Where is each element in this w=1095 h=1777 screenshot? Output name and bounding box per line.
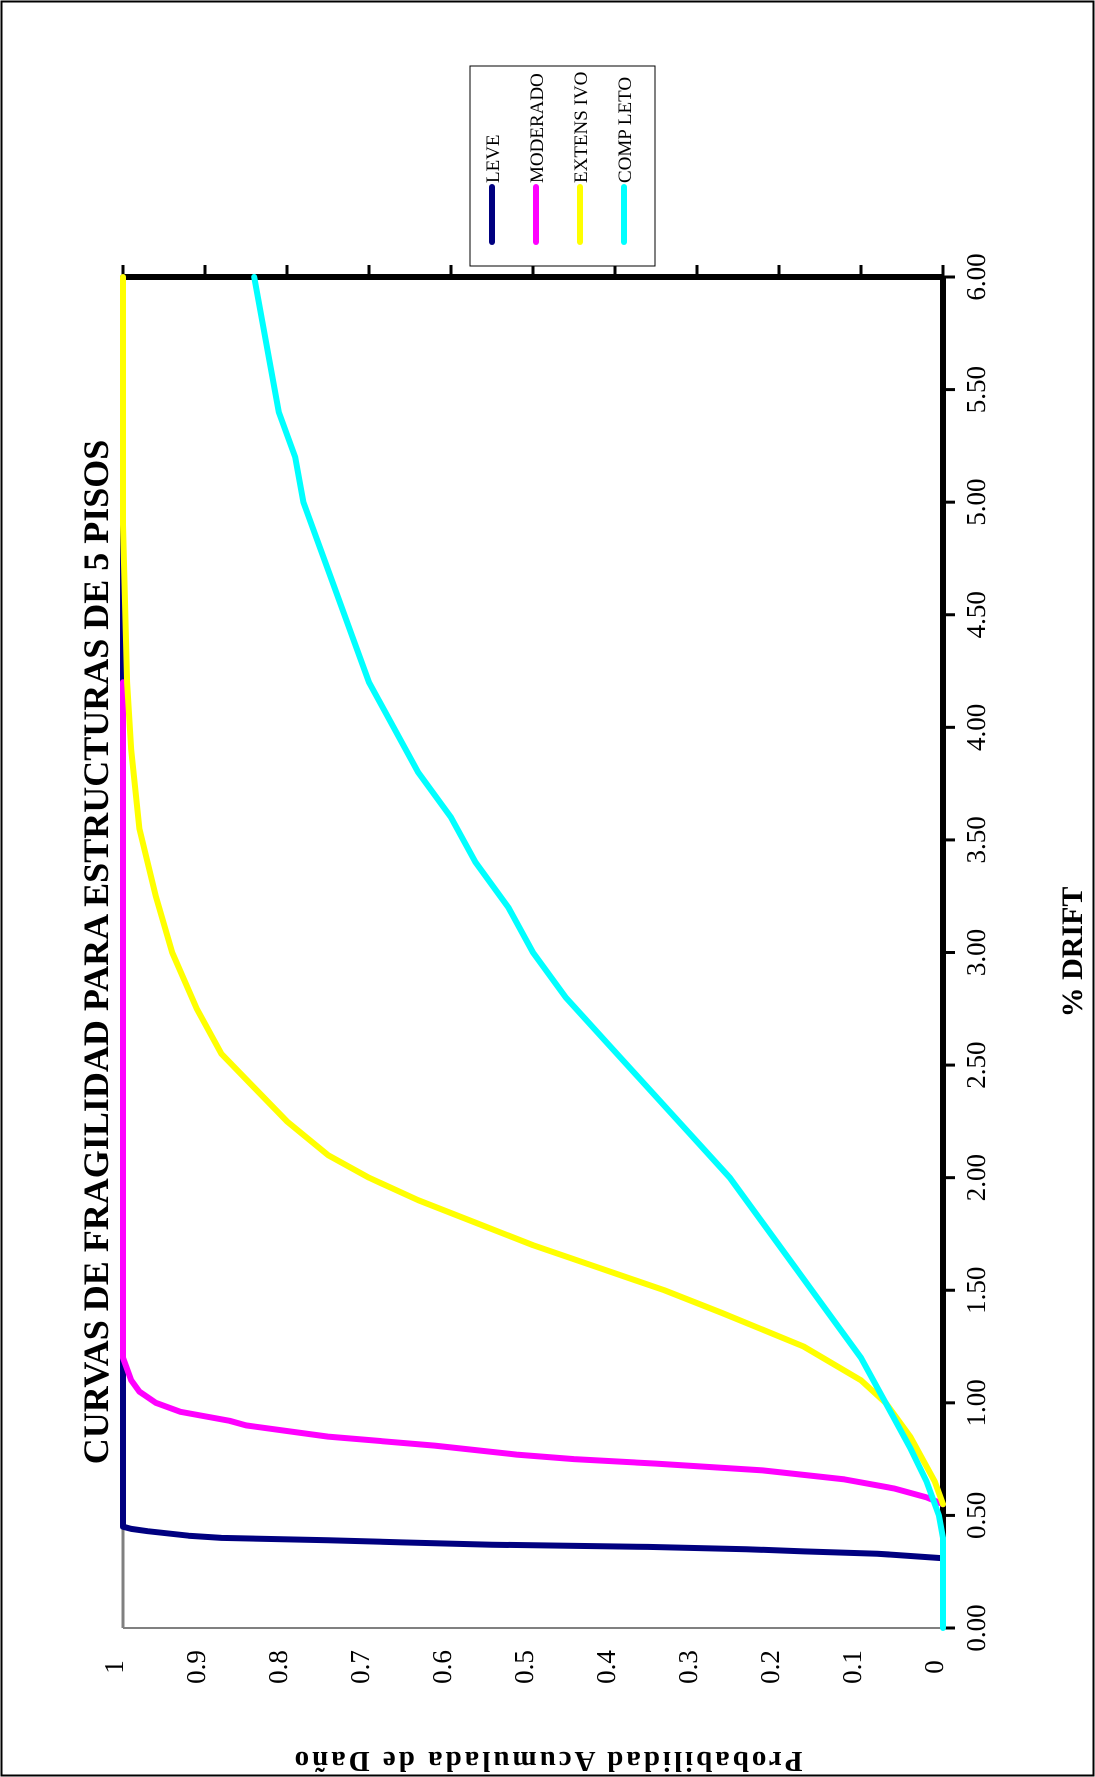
y-tick-label: 1 <box>99 1660 129 1674</box>
x-tick-label: 1.00 <box>961 1379 991 1426</box>
x-tick-label: 1.50 <box>961 1267 991 1314</box>
x-tick-label: 4.00 <box>961 704 991 751</box>
y-tick-label: 0.8 <box>263 1650 293 1684</box>
x-tick-label: 0.00 <box>961 1604 991 1651</box>
y-tick-label: 0.9 <box>181 1650 211 1684</box>
y-tick-label: 0.4 <box>591 1650 621 1684</box>
y-axis-title: Probabilidad Acumulada de Daño <box>292 1745 803 1777</box>
series-line-leve <box>120 274 946 1562</box>
y-tick-label: 0.3 <box>673 1650 703 1684</box>
legend-label: EXTENS IVO <box>571 72 592 183</box>
x-tick-label: 2.50 <box>961 1041 991 1088</box>
chart-title: CURVAS DE FRAGILIDAD PARA ESTRUCTURAS DE… <box>76 440 116 1465</box>
x-tick-label: 5.50 <box>961 366 991 413</box>
y-ticks <box>121 265 945 277</box>
x-tick-label: 5.00 <box>961 479 991 526</box>
legend-label: LEVE <box>483 134 504 183</box>
series-line-moderado <box>120 679 946 1508</box>
x-tick-label: 4.50 <box>961 591 991 638</box>
x-tick-label: 6.00 <box>961 253 991 300</box>
x-tick-label: 3.50 <box>961 816 991 863</box>
legend: LEVE MODERADO EXTENS IVO COMP LETO <box>483 72 636 245</box>
x-tick-label: 3.00 <box>961 929 991 976</box>
legend-label: COMP LETO <box>615 77 636 183</box>
legend-box <box>469 65 656 267</box>
y-tick-label: 0.7 <box>345 1650 375 1684</box>
x-axis-title: % DRIFT <box>1056 887 1089 1018</box>
series-line-extens-ivo <box>120 274 946 1508</box>
rotated-chart: 0.00 0.50 1.00 1.50 2.00 2.50 3.00 3.50 4.00 4.50… <box>76 65 1089 1652</box>
series-layer <box>120 274 946 1631</box>
x-ticks: 0.00 0.50 1.00 1.50 2.00 2.50 3.00 3.50 4.00 4.50… <box>943 253 991 1652</box>
series-line-comp-leto <box>251 274 946 1631</box>
y-tick-label: 0.6 <box>427 1650 457 1684</box>
y-tick-label: 0.2 <box>755 1650 785 1684</box>
y-tick-label: 0 <box>919 1660 949 1674</box>
y-tick-label: 0.1 <box>837 1650 867 1684</box>
x-tick-label: 2.00 <box>961 1154 991 1201</box>
x-tick-label: 0.50 <box>961 1492 991 1539</box>
y-tick-label: 0.5 <box>509 1650 539 1684</box>
legend-label: MODERADO <box>527 73 548 183</box>
